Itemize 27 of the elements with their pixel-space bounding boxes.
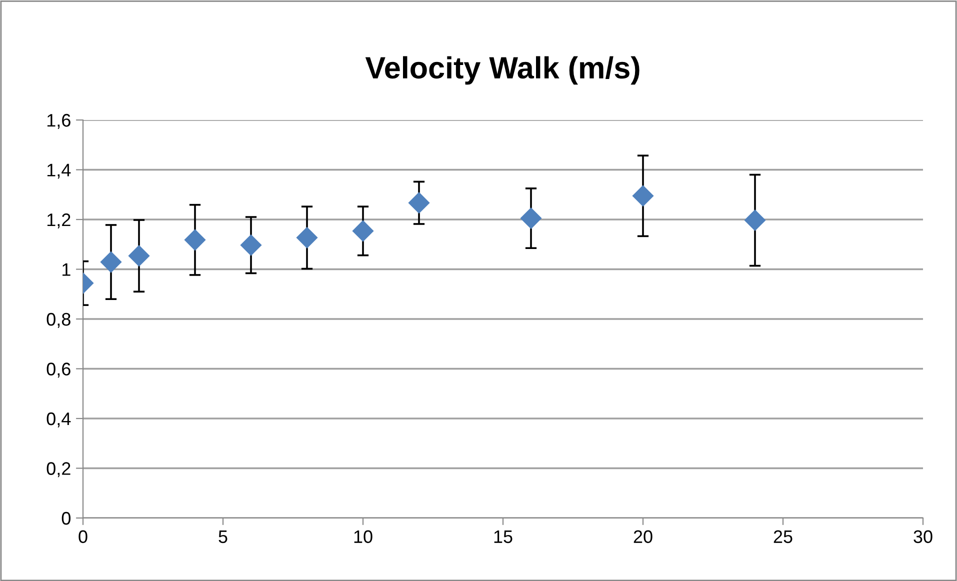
x-tick-label: 30 [914,530,932,544]
point [520,208,542,229]
y-tick-label: 1,6 [47,114,70,129]
y-tick-label: 0,4 [46,412,71,428]
y-tick-label: 0,8 [46,312,70,328]
point [296,227,318,248]
y-tick-label: 1 [62,263,70,276]
point [100,252,122,273]
x-tick-label: 0 [78,530,88,544]
y-tick-label: 1,2 [47,213,70,228]
point [128,245,150,266]
x-tick-label: 5 [218,530,228,544]
x-tick-label: 15 [494,530,512,544]
y-tick-label: 0,6 [46,362,70,378]
point [352,220,374,242]
x-tick-label: 20 [634,530,652,544]
y-tick-label: 0 [62,512,70,525]
point [744,210,766,231]
point [632,185,654,206]
y-tick-label: 0,2 [46,462,70,478]
y-tick-label: 1,4 [47,164,71,179]
point [184,229,206,250]
x-tick-label: 25 [774,530,792,544]
x-tick-label: 10 [354,530,372,544]
point [240,234,262,256]
point [408,192,430,214]
chart-title: Velocity Walk (m/s) [365,56,640,85]
